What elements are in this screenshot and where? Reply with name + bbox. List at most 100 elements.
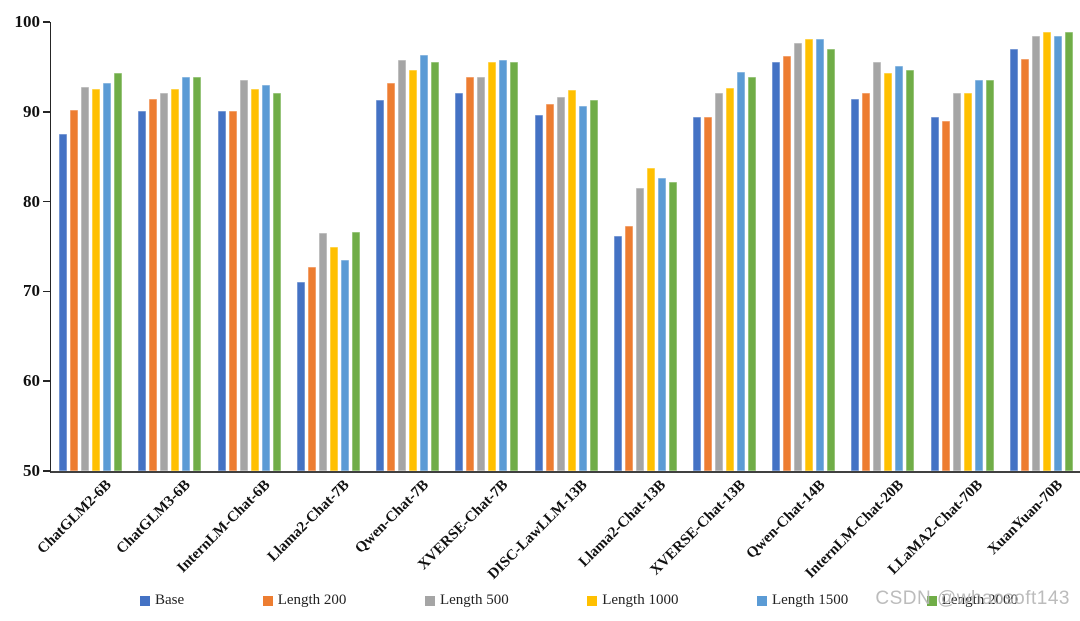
bar bbox=[714, 92, 723, 471]
bar bbox=[1009, 48, 1018, 471]
legend-swatch bbox=[926, 595, 937, 606]
bar-group bbox=[764, 22, 843, 471]
bar-group bbox=[447, 22, 526, 471]
bar bbox=[1020, 58, 1029, 471]
y-tick-mark bbox=[43, 21, 50, 23]
legend-item: Length 2000 bbox=[926, 592, 1018, 609]
legend-swatch bbox=[424, 595, 435, 606]
bar bbox=[884, 73, 893, 471]
bar bbox=[182, 76, 191, 471]
bar-group bbox=[843, 22, 922, 471]
bar bbox=[138, 110, 147, 471]
bar bbox=[387, 83, 396, 471]
bar bbox=[398, 59, 407, 471]
bar bbox=[725, 87, 734, 471]
bar-group bbox=[130, 22, 209, 471]
bar bbox=[1053, 35, 1062, 471]
bar bbox=[851, 99, 860, 471]
bar bbox=[794, 42, 803, 471]
legend: Base Length 200 Length 500 Length 1000 Lengt… bbox=[140, 592, 1018, 609]
bar bbox=[193, 76, 202, 471]
bar bbox=[657, 178, 666, 471]
bar bbox=[420, 55, 429, 471]
bar bbox=[692, 117, 701, 471]
legend-item: Length 200 bbox=[262, 592, 346, 609]
bar bbox=[70, 110, 79, 471]
bar bbox=[92, 89, 101, 471]
bar bbox=[1031, 35, 1040, 471]
bar bbox=[171, 89, 180, 471]
bar bbox=[1064, 31, 1073, 471]
bar bbox=[985, 79, 994, 471]
bar bbox=[668, 181, 677, 471]
y-tick-mark bbox=[43, 290, 50, 293]
bar bbox=[646, 168, 655, 471]
bar bbox=[747, 76, 756, 471]
x-axis-label: ChatGLM3-6B bbox=[113, 477, 195, 558]
bar bbox=[329, 246, 338, 471]
bar bbox=[952, 92, 961, 471]
x-axis-label: Llama2-Chat-7B bbox=[264, 477, 353, 565]
bar bbox=[114, 73, 123, 471]
bar bbox=[149, 99, 158, 471]
bar-groups bbox=[51, 22, 1080, 471]
y-tick-mark bbox=[43, 380, 50, 382]
legend-label: Base bbox=[155, 592, 185, 608]
bar bbox=[816, 39, 825, 471]
bar-group bbox=[368, 22, 447, 471]
legend-swatch bbox=[756, 595, 767, 606]
bar bbox=[589, 100, 598, 471]
bar bbox=[1042, 31, 1051, 471]
bar bbox=[772, 62, 781, 471]
bar bbox=[103, 83, 112, 471]
bar bbox=[499, 59, 508, 471]
bar bbox=[963, 92, 972, 471]
bar bbox=[340, 260, 349, 471]
bar-group bbox=[526, 22, 605, 471]
bar bbox=[974, 79, 983, 471]
bar bbox=[488, 61, 497, 471]
y-tick-label: 90 bbox=[23, 101, 40, 121]
bar bbox=[703, 117, 712, 471]
y-tick-mark bbox=[43, 111, 50, 113]
bar-group bbox=[209, 22, 288, 471]
bar bbox=[351, 232, 360, 471]
y-tick-label: 50 bbox=[23, 461, 40, 480]
bar bbox=[81, 86, 90, 471]
bar bbox=[783, 56, 792, 471]
bar-group bbox=[289, 22, 368, 471]
bar bbox=[906, 69, 915, 471]
bar-group bbox=[685, 22, 764, 471]
y-tick-label: 100 bbox=[14, 12, 41, 31]
bar bbox=[477, 76, 486, 471]
bar bbox=[736, 72, 745, 471]
bar bbox=[409, 69, 418, 471]
legend-item: Length 500 bbox=[424, 592, 509, 609]
legend-label: Length 1500 bbox=[771, 592, 849, 608]
bar bbox=[862, 92, 871, 471]
bar bbox=[578, 106, 587, 471]
plot-area bbox=[50, 22, 1080, 473]
bar bbox=[556, 96, 565, 471]
bar-group bbox=[923, 22, 1002, 471]
legend-swatch bbox=[140, 595, 150, 606]
bar bbox=[228, 110, 237, 471]
bar bbox=[873, 62, 882, 471]
bar bbox=[567, 90, 576, 471]
legend-item: Length 1500 bbox=[756, 592, 849, 609]
bar bbox=[941, 120, 950, 471]
bar bbox=[296, 281, 305, 471]
x-axis-label: XuanYuan-70B bbox=[984, 477, 1066, 559]
x-axis-label: Qwen-Chat-7B bbox=[352, 477, 432, 557]
legend-item: Base bbox=[140, 592, 184, 609]
legend-swatch bbox=[262, 595, 273, 606]
bar bbox=[895, 66, 904, 471]
bar bbox=[534, 114, 543, 471]
y-tick-mark bbox=[43, 200, 50, 203]
bar bbox=[318, 233, 327, 471]
bar-group bbox=[606, 22, 685, 471]
x-axis-label: ChatGLM2-6B bbox=[34, 477, 115, 558]
bar bbox=[510, 62, 519, 471]
bar bbox=[455, 92, 464, 471]
bar-group bbox=[1002, 22, 1080, 471]
